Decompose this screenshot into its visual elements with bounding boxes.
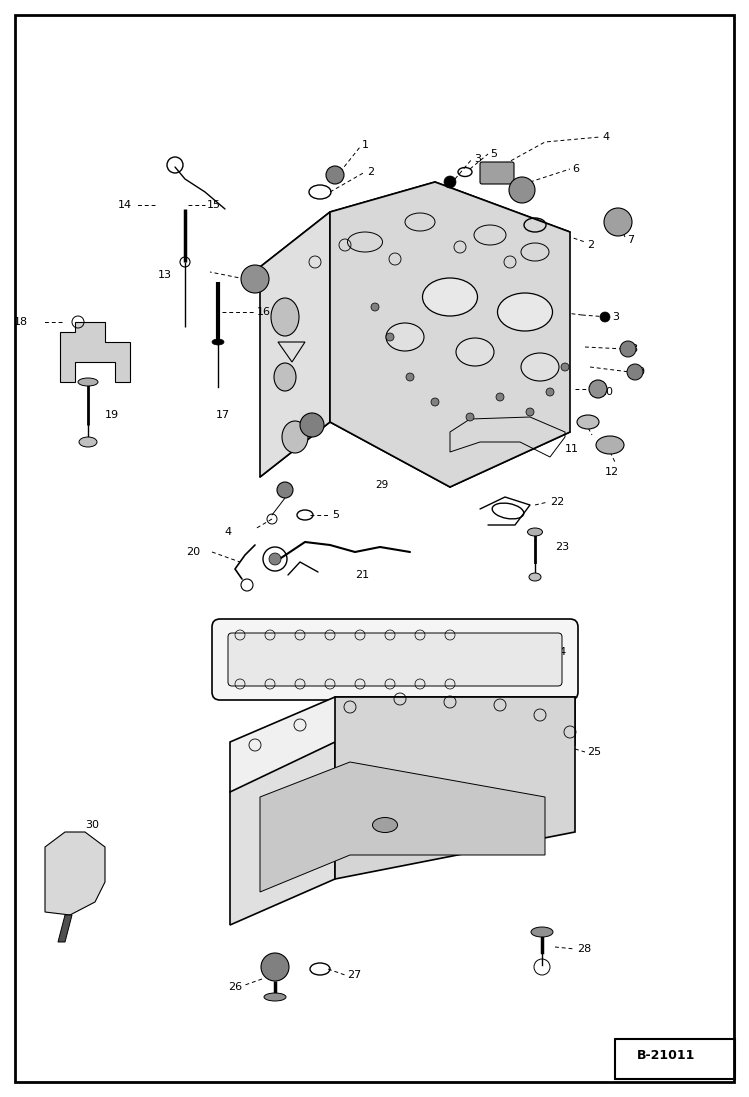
Ellipse shape <box>271 298 299 336</box>
Text: 20: 20 <box>186 547 200 557</box>
Circle shape <box>620 341 636 357</box>
Text: 2: 2 <box>587 240 594 250</box>
Ellipse shape <box>456 338 494 366</box>
Ellipse shape <box>529 573 541 581</box>
Text: 11: 11 <box>565 444 579 454</box>
Text: B-21011: B-21011 <box>637 1049 695 1062</box>
FancyBboxPatch shape <box>480 162 514 184</box>
Text: 6: 6 <box>572 163 579 174</box>
Circle shape <box>386 333 394 341</box>
Ellipse shape <box>274 363 296 391</box>
Circle shape <box>261 953 289 981</box>
FancyBboxPatch shape <box>212 619 578 700</box>
Circle shape <box>277 482 293 498</box>
Text: 12: 12 <box>605 467 619 477</box>
Text: 26: 26 <box>228 982 242 992</box>
Text: 28: 28 <box>577 945 591 954</box>
Text: 13: 13 <box>158 270 172 280</box>
Ellipse shape <box>527 528 542 536</box>
Ellipse shape <box>474 225 506 245</box>
Text: 25: 25 <box>587 747 601 757</box>
Polygon shape <box>260 762 545 892</box>
Text: 24: 24 <box>552 647 566 657</box>
FancyBboxPatch shape <box>228 633 562 686</box>
Polygon shape <box>260 212 330 477</box>
Ellipse shape <box>348 231 383 252</box>
Text: 4: 4 <box>225 527 232 538</box>
Polygon shape <box>60 323 130 382</box>
Ellipse shape <box>531 927 553 937</box>
Text: 16: 16 <box>257 307 271 317</box>
Ellipse shape <box>79 437 97 446</box>
Text: 3: 3 <box>474 154 481 163</box>
Ellipse shape <box>264 993 286 1000</box>
Polygon shape <box>230 697 575 792</box>
Ellipse shape <box>497 293 553 331</box>
Text: 8: 8 <box>630 344 637 354</box>
Circle shape <box>561 363 569 371</box>
Text: 19: 19 <box>105 410 119 420</box>
Text: 17: 17 <box>216 410 230 420</box>
Text: 21: 21 <box>355 570 369 580</box>
Ellipse shape <box>577 415 599 429</box>
Polygon shape <box>58 915 72 942</box>
Text: 4: 4 <box>602 132 609 142</box>
Text: 30: 30 <box>85 819 99 830</box>
Ellipse shape <box>521 244 549 261</box>
Circle shape <box>300 412 324 437</box>
Text: 3: 3 <box>612 312 619 323</box>
Ellipse shape <box>405 213 435 231</box>
Text: 29: 29 <box>375 480 388 490</box>
Polygon shape <box>330 182 570 487</box>
Text: 5: 5 <box>490 149 497 159</box>
Polygon shape <box>260 182 570 312</box>
Circle shape <box>546 388 554 396</box>
Circle shape <box>326 166 344 184</box>
Circle shape <box>431 398 439 406</box>
Text: 18: 18 <box>14 317 28 327</box>
Circle shape <box>241 265 269 293</box>
Circle shape <box>589 380 607 398</box>
Polygon shape <box>335 697 575 879</box>
Text: 23: 23 <box>555 542 569 552</box>
Ellipse shape <box>212 339 224 344</box>
Polygon shape <box>45 832 105 915</box>
Circle shape <box>406 373 414 381</box>
Circle shape <box>466 412 474 421</box>
Circle shape <box>509 177 535 203</box>
Polygon shape <box>230 742 335 925</box>
Ellipse shape <box>78 378 98 386</box>
Text: 7: 7 <box>627 235 634 245</box>
Circle shape <box>600 312 610 323</box>
Ellipse shape <box>372 817 398 833</box>
Text: 22: 22 <box>550 497 564 507</box>
Circle shape <box>627 364 643 380</box>
Circle shape <box>604 208 632 236</box>
Text: 27: 27 <box>347 970 361 980</box>
Circle shape <box>371 303 379 312</box>
Ellipse shape <box>596 436 624 454</box>
Text: 15: 15 <box>207 200 221 210</box>
Text: 1: 1 <box>362 140 369 150</box>
Ellipse shape <box>521 353 559 381</box>
Circle shape <box>496 393 504 402</box>
Text: 14: 14 <box>118 200 132 210</box>
Ellipse shape <box>282 421 308 453</box>
Circle shape <box>526 408 534 416</box>
Text: 5: 5 <box>332 510 339 520</box>
Ellipse shape <box>422 278 478 316</box>
Ellipse shape <box>386 323 424 351</box>
Circle shape <box>269 553 281 565</box>
Text: 2: 2 <box>367 167 374 177</box>
Text: 10: 10 <box>600 387 614 397</box>
Circle shape <box>444 176 456 188</box>
Text: 9: 9 <box>637 367 644 377</box>
